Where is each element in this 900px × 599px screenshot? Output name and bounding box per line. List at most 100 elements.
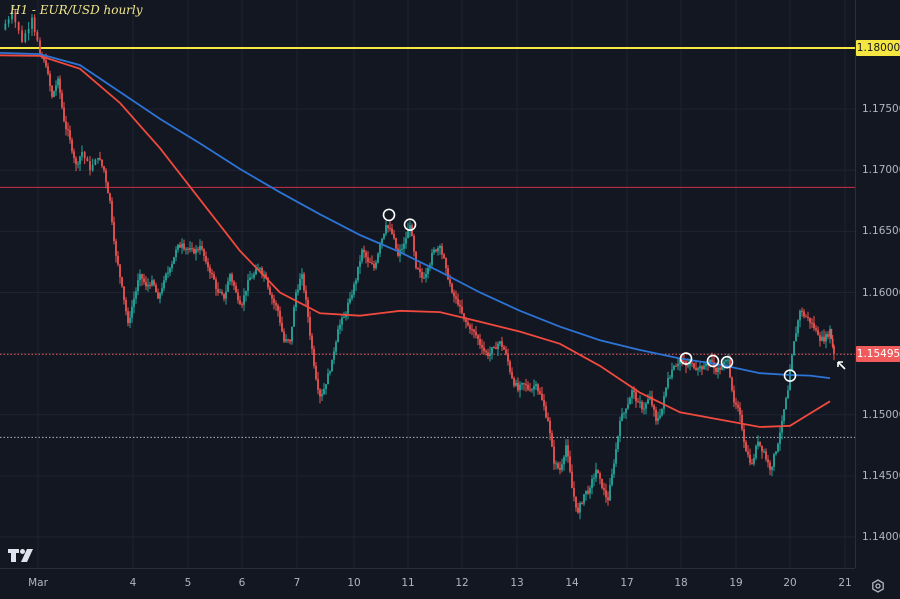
candle-body: [495, 347, 497, 350]
candle-body: [531, 389, 533, 391]
candle-body: [127, 311, 129, 324]
candle-body: [283, 331, 285, 342]
candle-body: [145, 281, 147, 287]
candle-body: [539, 391, 541, 394]
candle-body: [255, 268, 257, 275]
candle-body: [129, 317, 131, 324]
candle-body: [559, 468, 561, 470]
candle-body: [483, 347, 485, 352]
candle-body: [771, 466, 773, 470]
candle-body: [421, 272, 423, 278]
candle-body: [657, 417, 659, 421]
candle-body: [251, 277, 253, 279]
candle-body: [315, 365, 317, 380]
candle-body: [305, 290, 307, 300]
candle-body: [713, 361, 715, 369]
candle-body: [65, 121, 67, 130]
candle-body: [303, 274, 305, 291]
candle-body: [369, 261, 371, 263]
candle-body: [519, 384, 521, 391]
candle-body: [203, 249, 205, 257]
candle-body: [33, 17, 36, 32]
candle-body: [691, 362, 693, 364]
moving-average-red-line[interactable]: [0, 54, 831, 428]
candle-body: [347, 302, 349, 314]
candle-body: [833, 346, 835, 354]
candle-body: [241, 304, 243, 306]
candle-body: [627, 404, 629, 409]
candle-body: [111, 200, 113, 223]
candle-body: [505, 349, 507, 354]
candle-body: [307, 299, 309, 317]
candle-body: [551, 433, 553, 447]
time-axis[interactable]: Mar 4 5 6 7 10 11 12 13 14 17 18 19 20 21: [0, 568, 855, 599]
candle-body: [805, 316, 807, 318]
candle-body: [113, 222, 115, 242]
candle-body: [711, 359, 713, 362]
resistance-price-badge: 1.18000: [856, 40, 900, 56]
candle-body: [645, 403, 647, 409]
settings-gear-icon[interactable]: [871, 578, 885, 597]
candle-body: [431, 252, 433, 265]
candle-body: [207, 261, 209, 268]
price-chart-canvas[interactable]: [0, 0, 855, 568]
candle-body: [157, 292, 159, 299]
candle-body: [497, 343, 499, 350]
candle-body: [281, 322, 283, 332]
candle-body: [507, 353, 509, 362]
candle-body: [7, 19, 10, 24]
candle-body: [385, 225, 387, 234]
candle-body: [69, 130, 71, 140]
candle-body: [371, 262, 373, 264]
candle-body: [491, 347, 493, 354]
candle-body: [297, 289, 299, 293]
candle-body: [445, 257, 447, 269]
candle-body: [259, 268, 261, 270]
candle-body: [821, 336, 823, 341]
candle-body: [465, 319, 467, 323]
candle-body: [185, 248, 187, 250]
candle-body: [395, 238, 397, 249]
candle-body: [167, 272, 169, 274]
price-axis[interactable]: 1.180001.175001.170001.165001.160001.155…: [855, 0, 900, 568]
candle-body: [249, 277, 251, 281]
time-tick-label: 19: [729, 577, 743, 589]
moving-average-blue-line[interactable]: [0, 52, 831, 379]
candle-body: [477, 335, 479, 339]
candle-body: [753, 458, 755, 464]
candle-body: [331, 359, 333, 372]
candle-body: [105, 170, 107, 183]
candle-body: [675, 365, 677, 367]
time-tick-label: 5: [184, 577, 192, 589]
candle-body: [401, 248, 403, 250]
candle-body: [785, 398, 787, 410]
candle-body: [607, 497, 609, 501]
candle-body: [819, 335, 821, 341]
candle-body: [517, 382, 519, 391]
candle-body: [643, 408, 645, 410]
candle-body: [525, 384, 527, 386]
candle-body: [135, 291, 137, 299]
candle-body: [279, 310, 281, 323]
candle-body: [549, 420, 551, 434]
candle-body: [705, 363, 707, 366]
candle-body: [543, 400, 545, 407]
candle-body: [563, 456, 565, 465]
candle-body: [825, 334, 827, 342]
tradingview-logo-icon[interactable]: [8, 548, 34, 567]
candle-body: [553, 446, 555, 464]
candle-body: [831, 338, 834, 347]
candle-body: [361, 249, 363, 262]
candle-body: [763, 451, 765, 453]
candle-body: [205, 256, 207, 262]
time-tick-label: 12: [455, 577, 469, 589]
candle-body: [830, 329, 833, 339]
candle-body: [273, 298, 275, 303]
candle-body: [737, 404, 739, 408]
candle-body: [501, 341, 503, 348]
candle-body: [389, 228, 391, 230]
candle-body: [667, 378, 669, 388]
candle-body: [811, 322, 813, 324]
candle-body: [57, 78, 59, 86]
